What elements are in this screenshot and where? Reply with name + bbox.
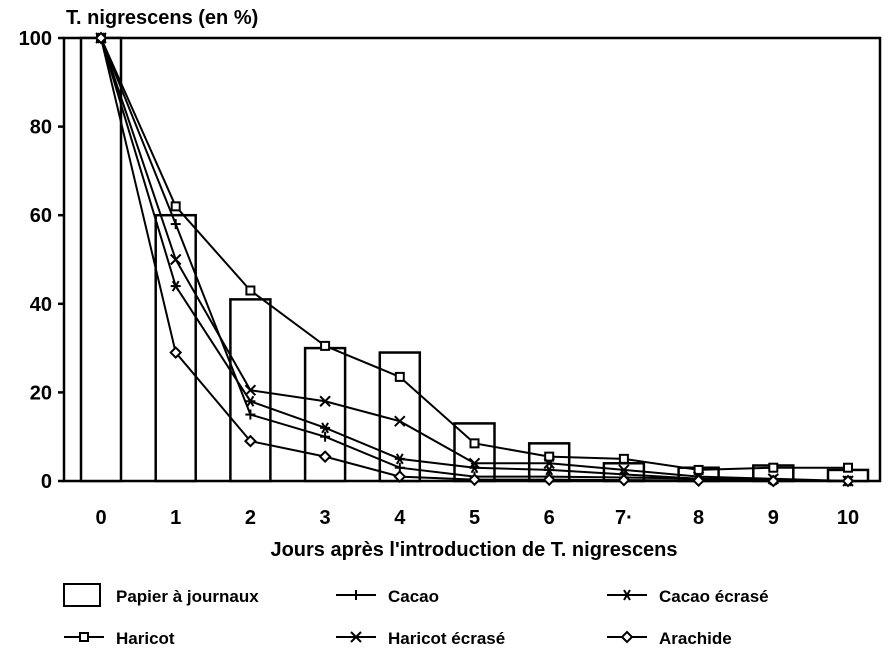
legend-label: Papier à journaux <box>116 587 259 606</box>
x-tick-label: 8 <box>693 507 704 529</box>
point-cacao-cras- <box>245 395 256 407</box>
point-haricot-cras- <box>169 253 182 266</box>
point-arachide <box>692 474 706 487</box>
series-line-haricot-cras- <box>100 37 849 482</box>
x-tick-label: 9 <box>768 507 779 529</box>
bar-papier <box>79 36 123 483</box>
point-arachide <box>318 450 332 464</box>
point-arachide <box>393 470 407 483</box>
x-tick-label: 0 <box>95 507 106 529</box>
point-haricot <box>170 201 181 212</box>
series-line-cacao <box>100 37 849 482</box>
point-haricot <box>320 340 331 351</box>
point-haricot <box>843 462 853 473</box>
point-cacao <box>245 409 256 420</box>
x-tick-label: 3 <box>320 507 331 529</box>
point-haricot-cras- <box>244 384 257 396</box>
legend-label: Haricot <box>116 629 175 648</box>
legend-marker <box>79 632 89 642</box>
point-haricot <box>544 451 555 462</box>
point-arachide <box>542 473 556 487</box>
legend-marker <box>622 589 632 601</box>
point-haricot <box>394 371 405 382</box>
x-tick-label: 5 <box>469 507 480 529</box>
legend: Papier à journaux Cacao Cacao écrasé Harico… <box>63 583 769 648</box>
point-haricot <box>618 453 629 464</box>
point-cacao-cras- <box>320 422 331 434</box>
legend-swatch-papier <box>63 583 101 607</box>
y-tick-label: 20 <box>30 382 52 404</box>
point-arachide <box>169 346 183 359</box>
point-arachide <box>468 473 481 487</box>
point-haricot <box>245 285 256 296</box>
x-axis-title: Jours après l'introduction de T. nigresc… <box>270 539 677 561</box>
legend-marker <box>620 630 634 644</box>
point-haricot <box>469 438 480 449</box>
point-haricot <box>768 462 779 473</box>
legend-label: Haricot écrasé <box>388 629 505 648</box>
point-haricot-cras- <box>394 415 406 427</box>
x-tick-label: 1 <box>170 507 181 529</box>
x-tick-label: 4 <box>394 507 406 529</box>
y-axis-title: T. nigrescens (en %) <box>66 7 258 29</box>
legend-label: Arachide <box>659 629 732 648</box>
legend-label: Cacao <box>388 587 439 606</box>
point-arachide <box>94 31 108 45</box>
point-arachide <box>841 474 855 488</box>
y-tick-label: 60 <box>30 205 52 227</box>
series-line-cacao-cras- <box>100 37 849 482</box>
point-arachide <box>243 434 257 448</box>
point-cacao <box>170 219 181 230</box>
series-line-arachide <box>100 37 848 482</box>
y-tick-label: 0 <box>41 471 52 493</box>
point-arachide <box>766 474 780 488</box>
series-line-haricot <box>100 37 848 471</box>
plot-area: 100 80 60 40 20 0 0 1 2 3 4 5 6 7· 8 9 10 <box>19 28 882 529</box>
point-haricot-cras- <box>618 464 630 476</box>
legend-label: Cacao écrasé <box>659 587 769 606</box>
y-tick-label: 100 <box>19 28 52 50</box>
x-tick-label: 7· <box>615 507 633 529</box>
point-cacao <box>320 431 331 442</box>
point-haricot-cras- <box>319 395 331 407</box>
point-haricot-cras- <box>543 457 555 469</box>
point-cacao-cras- <box>170 280 181 292</box>
legend-marker <box>351 590 361 600</box>
y-tick-label: 80 <box>30 117 52 139</box>
point-haricot-cras- <box>468 457 481 469</box>
x-tick-label: 2 <box>245 507 256 529</box>
point-haricot <box>693 464 704 475</box>
x-tick-label: 6 <box>544 507 555 529</box>
point-cacao-cras- <box>394 453 405 465</box>
point-arachide <box>617 473 631 487</box>
x-tick-label: 10 <box>837 507 859 529</box>
y-tick-label: 40 <box>30 294 52 316</box>
legend-marker <box>350 631 362 643</box>
